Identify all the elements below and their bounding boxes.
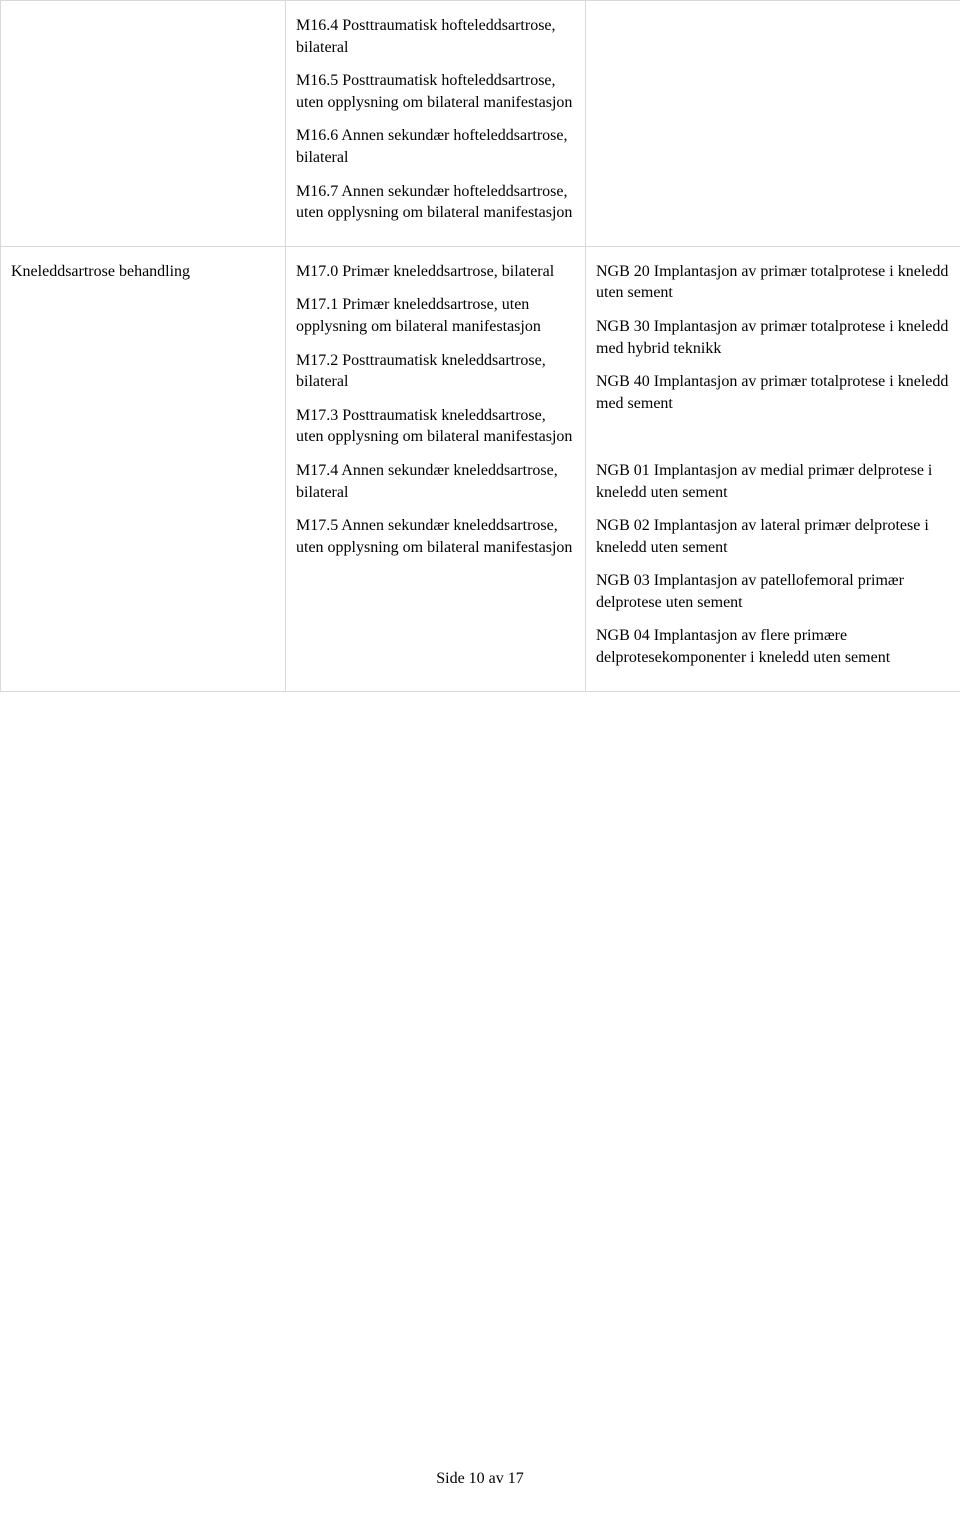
para: M17.3 Posttraumatisk kneleddsartrose, ut… [296,405,575,448]
para [596,426,950,448]
row-heading: Kneleddsartrose behandling [11,261,275,283]
para: M17.0 Primær kneleddsartrose, bilateral [296,261,575,283]
para: M16.5 Posttraumatisk hofteleddsartrose, … [296,70,575,113]
para: NGB 04 Implantasjon av flere primære del… [596,625,950,668]
para: NGB 30 Implantasjon av primær totalprote… [596,316,950,359]
para: M17.4 Annen sekundær kneleddsartrose, bi… [296,460,575,503]
table-row: M16.4 Posttraumatisk hofteleddsartrose, … [1,1,960,247]
main-table: M16.4 Posttraumatisk hofteleddsartrose, … [0,0,960,692]
para: M16.6 Annen sekundær hofteleddsartrose, … [296,125,575,168]
cell-row1-col2: NGB 20 Implantasjon av primær totalprote… [586,246,960,691]
cell-row0-col1: M16.4 Posttraumatisk hofteleddsartrose, … [286,1,586,247]
cell-row0-col2 [586,1,960,247]
para: NGB 20 Implantasjon av primær totalprote… [596,261,950,304]
para: NGB 01 Implantasjon av medial primær del… [596,460,950,503]
para: NGB 40 Implantasjon av primær totalprote… [596,371,950,414]
para: M16.7 Annen sekundær hofteleddsartrose, … [296,181,575,224]
para: M17.1 Primær kneleddsartrose, uten opply… [296,294,575,337]
cell-row1-col0: Kneleddsartrose behandling [1,246,286,691]
page-footer: Side 10 av 17 [0,1468,960,1490]
para: M17.2 Posttraumatisk kneleddsartrose, bi… [296,350,575,393]
page: M16.4 Posttraumatisk hofteleddsartrose, … [0,0,960,1538]
cell-row0-col0 [1,1,286,247]
para: M17.5 Annen sekundær kneleddsartrose, ut… [296,515,575,558]
para: NGB 02 Implantasjon av lateral primær de… [596,515,950,558]
cell-row1-col1: M17.0 Primær kneleddsartrose, bilateral … [286,246,586,691]
para: M16.4 Posttraumatisk hofteleddsartrose, … [296,15,575,58]
table-row: Kneleddsartrose behandling M17.0 Primær … [1,246,960,691]
para: NGB 03 Implantasjon av patellofemoral pr… [596,570,950,613]
